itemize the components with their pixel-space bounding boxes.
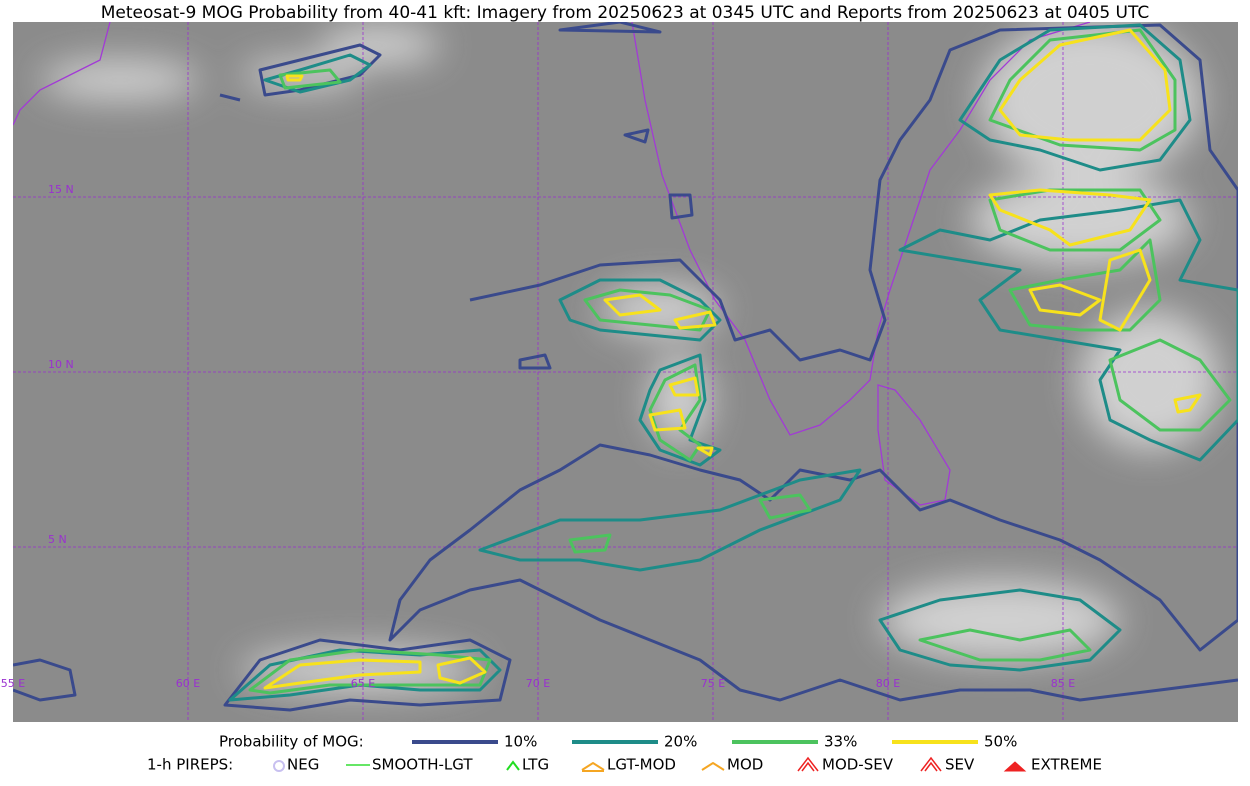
- legend-label: SMOOTH-LGT: [372, 756, 473, 774]
- longitude-label: 80 E: [876, 677, 900, 690]
- longitude-label: 85 E: [1051, 677, 1075, 690]
- legend-label: EXTREME: [1031, 756, 1102, 774]
- title: Meteosat-9 MOG Probability from 40-41 kf…: [101, 3, 1150, 23]
- coastline: [631, 22, 1091, 436]
- legend: Probability of MOG: 10% 20% 33% 50% 1-h PIREP…: [147, 733, 1102, 774]
- pirep-symbol: [1003, 761, 1027, 772]
- contour-50: [263, 28, 1202, 690]
- legend-label: 50%: [984, 733, 1017, 751]
- legend-label: SEV: [945, 756, 975, 774]
- pirep-symbol: [581, 761, 605, 772]
- contours: [13, 22, 1238, 712]
- legend-label: MOD: [727, 756, 763, 774]
- map-area: [13, 22, 1238, 722]
- legend-label: 20%: [664, 733, 697, 751]
- longitude-label: 75 E: [701, 677, 725, 690]
- longitude-label: 65 E: [351, 677, 375, 690]
- legend-label: MOD-SEV: [822, 756, 894, 774]
- longitude-label: 55 E: [1, 677, 25, 690]
- latitude-label: 10 N: [48, 358, 74, 371]
- pirep-symbol: [506, 760, 520, 771]
- legend-label: LTG: [522, 756, 549, 774]
- graticule-labels: 15 N 10 N 5 N 55 E 60 E 65 E 70 E 75 E 80 E 85 E: [1, 183, 1075, 690]
- coastline: [13, 22, 111, 126]
- legend-label: 10%: [504, 733, 537, 751]
- legend-label: NEG: [287, 756, 319, 774]
- pirep-symbol: [797, 756, 819, 772]
- pirep-symbol: [701, 761, 725, 771]
- legend-label: LGT-MOD: [607, 756, 676, 774]
- graticule: [13, 22, 1238, 722]
- pirep-symbol: [273, 760, 285, 772]
- latitude-label: 5 N: [48, 533, 67, 546]
- longitude-label: 70 E: [526, 677, 550, 690]
- coastline: [877, 384, 951, 506]
- legend-label: 33%: [824, 733, 857, 751]
- contour-10: [223, 23, 1238, 712]
- legend-title: 1-h PIREPS:: [147, 756, 233, 774]
- contour-20: [228, 23, 1238, 702]
- legend-title: Probability of MOG:: [219, 733, 364, 751]
- latitude-label: 15 N: [48, 183, 74, 196]
- longitude-label: 60 E: [176, 677, 200, 690]
- pirep-symbol: [920, 756, 942, 772]
